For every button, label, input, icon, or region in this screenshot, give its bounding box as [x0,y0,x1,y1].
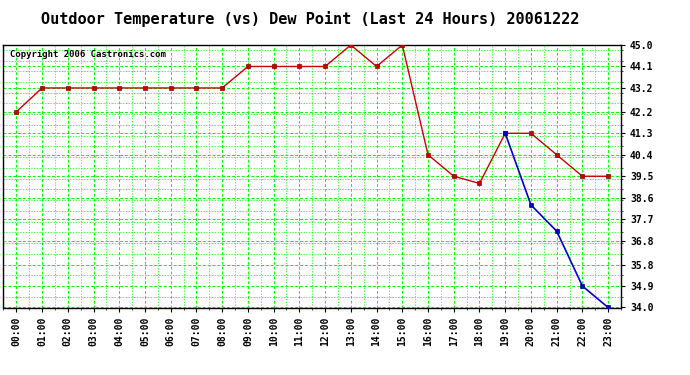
Text: Copyright 2006 Castronics.com: Copyright 2006 Castronics.com [10,50,166,59]
Text: Outdoor Temperature (vs) Dew Point (Last 24 Hours) 20061222: Outdoor Temperature (vs) Dew Point (Last… [41,11,580,27]
